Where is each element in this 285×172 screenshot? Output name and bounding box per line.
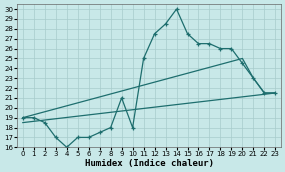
X-axis label: Humidex (Indice chaleur): Humidex (Indice chaleur) — [85, 159, 213, 168]
